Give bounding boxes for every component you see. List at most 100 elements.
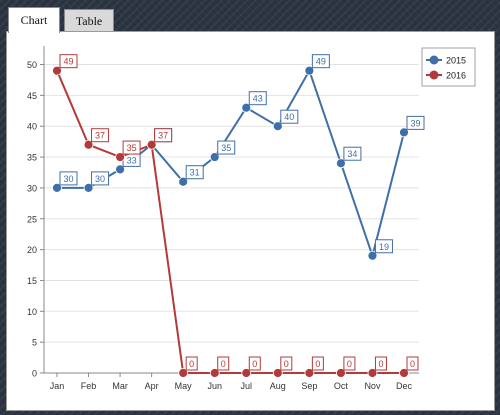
series-line-2015 [57,68,405,260]
data-point-2016 [209,368,220,378]
y-tick-label: 25 [27,214,37,224]
data-label-box [122,140,141,155]
data-label: 0 [284,359,289,369]
data-point-2015 [272,121,283,132]
y-tick-label: 20 [27,245,37,255]
data-label-box [374,356,387,371]
x-tick-label: Mar [112,381,128,391]
y-tick-label: 45 [27,91,37,101]
data-label-box [59,171,78,186]
data-label: 43 [253,94,263,104]
data-label-box [343,356,356,371]
data-label-box [406,356,419,371]
data-label-box [343,146,362,161]
data-label: 49 [63,57,73,67]
data-point-2015 [304,65,315,76]
data-point-2016 [272,368,283,378]
legend [421,47,476,87]
x-tick-label: Feb [81,381,97,391]
data-label-box [406,115,425,130]
chart-panel: 0 5 10 15 20 25 30 35 40 45 50 Jan Feb Mar Apr May Jun Ju… [6,31,495,411]
data-label-box [91,171,110,186]
y-tick-label: 30 [27,183,37,193]
data-label: 0 [378,359,383,369]
line-chart: 0 5 10 15 20 25 30 35 40 45 50 Jan Feb Mar Apr May Jun Ju… [27,46,476,391]
data-label: 30 [63,174,73,184]
data-point-2015 [52,183,62,193]
data-label: 19 [379,242,389,252]
data-label-box [185,356,198,371]
data-point-2015 [399,127,409,138]
data-label: 49 [316,57,326,67]
x-tick-label: Oct [334,381,349,391]
x-tick-label: Aug [270,381,286,391]
data-label: 40 [284,112,294,122]
series-line-2016 [56,70,404,374]
data-point-2016 [399,368,409,378]
data-label-box [280,109,299,124]
data-point-2016 [83,139,94,150]
x-tick-label: Nov [364,381,381,391]
data-label-box [91,128,110,143]
data-point-2015 [178,176,189,187]
data-label: 37 [95,131,105,141]
data-point-2016 [115,152,125,162]
x-tick-label: Dec [396,381,413,391]
legend-swatch-marker [429,55,439,65]
data-label: 39 [410,118,420,128]
data-label: 31 [190,168,200,178]
data-point-2015 [336,158,346,169]
tab-chart[interactable]: Chart [8,7,60,33]
data-label-box [185,165,204,180]
x-tick-label: Sep [301,381,317,391]
data-point-2015 [115,164,125,175]
data-label: 0 [252,359,257,369]
data-label: 0 [315,359,320,369]
x-tick-label: Jan [50,381,65,391]
data-label-box [154,128,173,143]
data-label-box [59,54,78,69]
y-tick-label: 35 [27,153,37,163]
data-label: 0 [410,359,415,369]
y-tick-label: 50 [27,60,37,70]
data-label-box [248,356,261,371]
x-tick-label: May [175,381,193,391]
legend-label: 2015 [446,56,466,66]
x-tick-label: Jun [207,381,222,391]
y-tick-label: 0 [32,369,37,379]
data-point-2015 [209,152,220,162]
data-point-2016 [336,368,346,378]
data-label: 33 [127,155,137,165]
data-label-box [311,356,324,371]
y-tick-label: 10 [27,307,37,317]
data-label: 37 [158,131,168,141]
data-label: 35 [221,143,231,153]
y-tick-label: 5 [32,338,37,348]
data-point-2015 [367,250,378,261]
x-tick-label: Apr [145,381,159,391]
data-label: 34 [347,149,357,159]
data-label-box [311,54,330,69]
data-label: 0 [221,359,226,369]
data-label: 30 [95,174,105,184]
data-point-2016 [178,368,189,378]
legend-label: 2016 [446,71,466,81]
data-point-2016 [241,368,252,378]
data-point-2016 [304,368,315,378]
data-label-box [217,356,230,371]
data-point-2016 [146,139,157,150]
tab-table[interactable]: Table [64,9,114,31]
data-label-box [217,140,236,155]
data-label-box [280,356,293,371]
legend-swatch-marker [429,70,439,80]
data-point-2016 [52,65,62,76]
data-point-2015 [83,183,94,193]
data-label: 0 [189,359,194,369]
y-tick-label: 40 [27,122,37,132]
data-label-box [374,239,393,254]
y-tick-label: 15 [27,276,37,286]
data-label-box [248,91,267,106]
data-label: 35 [127,143,137,153]
data-label: 0 [347,359,352,369]
data-point-2016 [367,368,378,378]
